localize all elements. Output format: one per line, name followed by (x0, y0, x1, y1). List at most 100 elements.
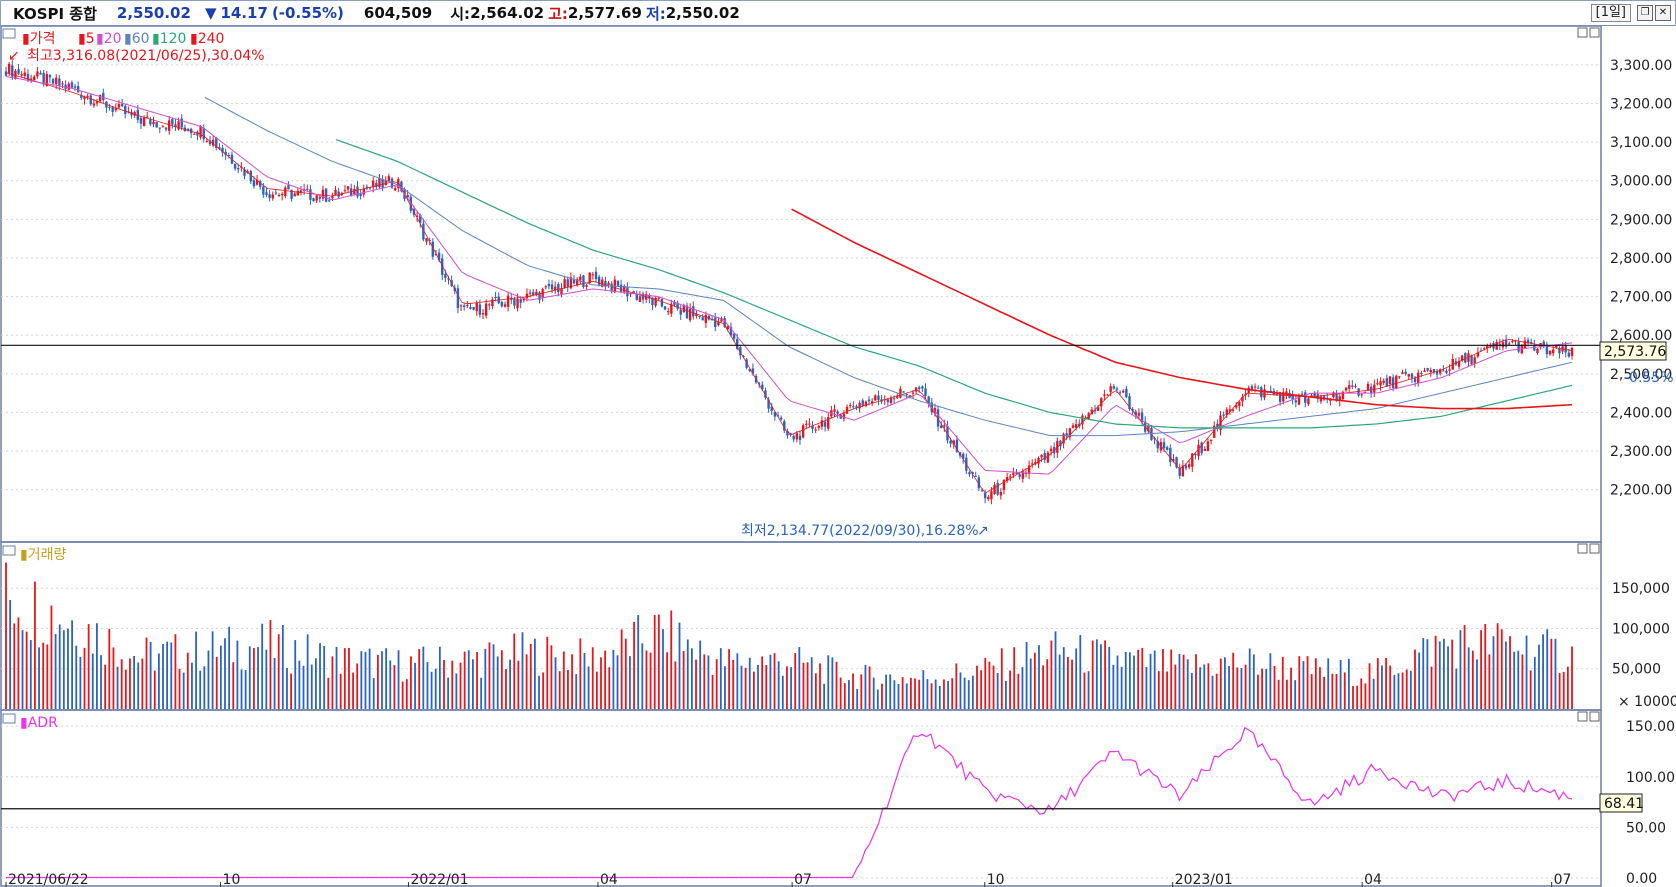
volume-bar (748, 657, 751, 709)
candle-body (425, 238, 428, 242)
candle-body (1511, 341, 1514, 343)
panel-max-icon[interactable] (1577, 543, 1588, 554)
volume-bar (1352, 685, 1354, 709)
candle-body (547, 284, 551, 287)
volume-bar (976, 665, 978, 709)
candle-body (23, 72, 27, 76)
candle-body (836, 411, 839, 414)
candle-body (1074, 424, 1078, 428)
panel-max-icon[interactable] (1577, 711, 1588, 722)
close-icon[interactable]: ✕ (1655, 5, 1671, 21)
volume-bar (91, 653, 94, 709)
volume-bar (823, 683, 826, 709)
candle-body (852, 406, 855, 408)
panel-close-icon[interactable] (1589, 27, 1600, 38)
volume-bar (153, 670, 156, 709)
volume-bar (971, 675, 974, 709)
restore-icon[interactable]: ❐ (1637, 5, 1653, 21)
adr-panel[interactable] (0, 709, 1602, 887)
candle-body (870, 401, 874, 403)
candle-body (1498, 343, 1502, 345)
volume-bar (170, 642, 173, 709)
price-tag-text: 2,573.76 (1604, 344, 1666, 360)
volume-bar (236, 640, 239, 709)
change-arrow-icon: ▼ (204, 4, 217, 22)
candle-body (516, 298, 519, 309)
candle-body (1316, 394, 1319, 399)
volume-bar (864, 664, 867, 709)
candle-body (867, 399, 871, 402)
candle-body (908, 395, 912, 397)
index-name[interactable]: KOSPI 종합 (13, 4, 97, 23)
candle-body (1489, 345, 1492, 347)
volume-bar (856, 688, 859, 709)
candle-body (180, 118, 183, 128)
volume-bar (339, 673, 342, 709)
volume-bar (852, 673, 854, 709)
volume-bar (1422, 638, 1425, 709)
candle-body (331, 196, 334, 199)
volume-bar (943, 679, 945, 709)
candle-body (378, 178, 381, 188)
volume-bar (1062, 647, 1065, 709)
volume-bar (719, 648, 722, 709)
panel-max-icon[interactable] (1577, 27, 1588, 38)
volume-bar (1471, 650, 1474, 709)
volume-bar (1104, 640, 1106, 709)
candle-body (1122, 390, 1125, 393)
candle-body (491, 299, 494, 307)
candle-body (384, 179, 387, 186)
panel-close-icon[interactable] (1589, 543, 1600, 554)
panel-close-icon[interactable] (1589, 711, 1600, 722)
price-tag-box (1599, 341, 1667, 361)
volume-bar (389, 660, 392, 709)
volume-bar (451, 660, 454, 709)
candle-body (943, 425, 946, 427)
chart-area[interactable]: 2,200.00 2,300.00 2,400.00 2,500.00 2,600.00… (0, 26, 1676, 887)
legend-box-icon[interactable] (2, 713, 16, 724)
volume-bar (633, 621, 635, 709)
candle-body (858, 402, 861, 409)
candle-body (591, 274, 595, 276)
candle-body (205, 141, 209, 143)
candle-body (315, 195, 318, 201)
candle-body (306, 188, 309, 190)
candle-body (983, 493, 987, 499)
candle-body (817, 425, 821, 428)
candle-body (387, 176, 391, 182)
volume-bar (955, 663, 958, 709)
candle-body (362, 188, 365, 195)
volume-bar (1290, 667, 1292, 709)
volume-bar (1376, 658, 1379, 709)
candle-body (171, 119, 174, 125)
candle-body (1341, 391, 1345, 400)
candle-body (560, 288, 563, 295)
legend-ma5: ▮5 (78, 31, 95, 47)
adr-line (6, 726, 1573, 879)
candle-body (616, 280, 620, 286)
volume-bar (587, 666, 590, 709)
candle-body (1056, 440, 1059, 453)
volume-bar (385, 648, 388, 709)
candle-body (597, 276, 601, 285)
candle-body (36, 71, 39, 77)
candle-body (359, 193, 362, 196)
legend-box-icon[interactable] (2, 28, 16, 39)
candle-body (1285, 391, 1288, 395)
candle-body (1005, 477, 1009, 481)
legend-box-icon[interactable] (2, 545, 16, 556)
candle-body (889, 398, 893, 403)
candle-body (1100, 398, 1103, 407)
adr-tick-label: 150.00 (1626, 719, 1675, 735)
candle-body (544, 286, 547, 288)
candle-body (259, 181, 262, 187)
volume-bar (736, 653, 739, 709)
candle-body (1395, 375, 1398, 389)
period-selector[interactable]: [1일] (1590, 4, 1631, 22)
candle-body (786, 431, 789, 436)
candle-body (1278, 391, 1282, 402)
volume-bar (1310, 674, 1313, 709)
volume-bar (1554, 638, 1557, 709)
candle-body (924, 388, 927, 397)
volume-bar (1331, 673, 1334, 709)
